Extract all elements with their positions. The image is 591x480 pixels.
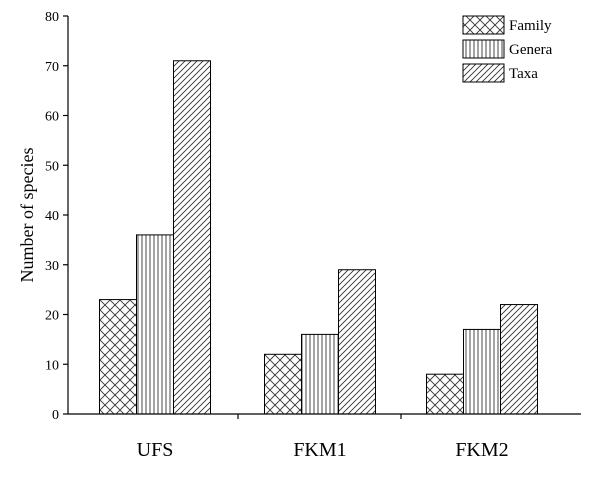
- y-ticks: 0 10 20 30 40 50 60 70 80: [45, 10, 68, 423]
- y-tick-label: 0: [52, 408, 59, 423]
- y-tick-label: 10: [45, 358, 59, 373]
- y-tick-label: 70: [45, 60, 59, 75]
- legend-label-genera: Genera: [509, 42, 553, 58]
- bar-family-ufs: [99, 299, 137, 415]
- legend-swatch-taxa: [462, 63, 505, 83]
- x-category-label: UFS: [137, 439, 174, 461]
- bar-family-fkm1: [264, 353, 302, 415]
- y-axis-title: Number of species: [17, 148, 37, 283]
- bar-genera-ufs: [136, 234, 174, 415]
- y-tick-label: 40: [45, 209, 59, 224]
- legend-label-family: Family: [509, 18, 552, 34]
- bar-taxa-ufs: [173, 60, 211, 415]
- y-tick-label: 60: [45, 110, 59, 125]
- x-ticks: UFS FKM1 FKM2: [137, 414, 509, 461]
- y-tick-label: 20: [45, 309, 59, 324]
- bars-group: [99, 60, 538, 415]
- bar-taxa-fkm2: [500, 304, 538, 415]
- y-tick-label: 30: [45, 259, 59, 274]
- legend: Family Genera Taxa: [462, 15, 553, 83]
- bar-genera-fkm2: [463, 328, 501, 415]
- legend-swatch-genera: [462, 39, 505, 59]
- y-tick-label: 80: [45, 10, 59, 25]
- bar-genera-fkm1: [301, 333, 339, 415]
- x-category-label: FKM1: [293, 439, 346, 461]
- legend-label-taxa: Taxa: [509, 66, 538, 82]
- bar-family-fkm2: [426, 373, 464, 415]
- y-tick-label: 50: [45, 159, 59, 174]
- bar-taxa-fkm1: [338, 269, 376, 415]
- legend-swatch-family: [462, 15, 505, 35]
- x-category-label: FKM2: [455, 439, 508, 461]
